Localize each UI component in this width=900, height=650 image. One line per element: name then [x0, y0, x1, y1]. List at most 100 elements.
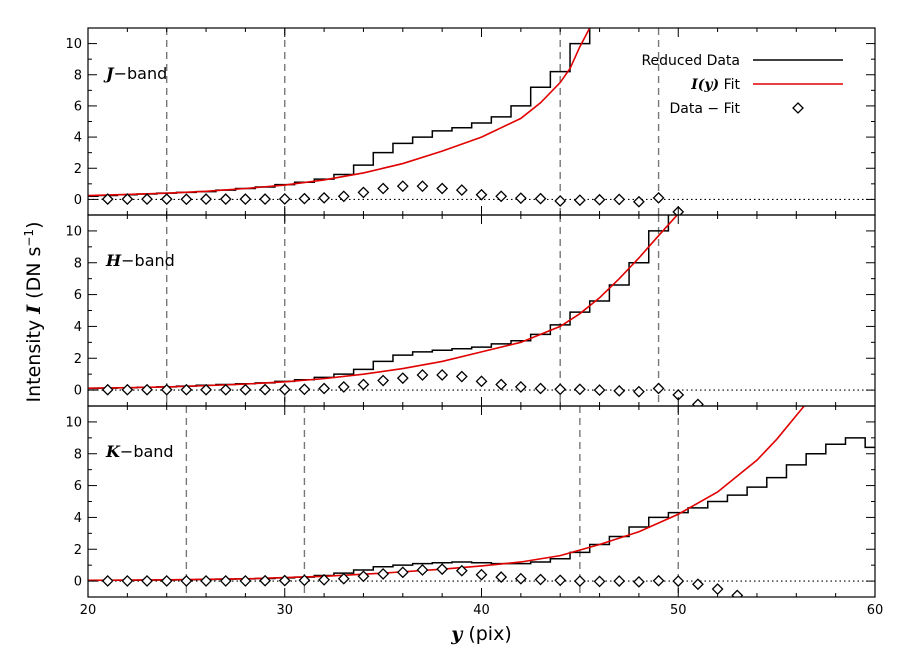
residual-point — [377, 374, 390, 387]
residual-point — [278, 574, 291, 587]
residual-point — [593, 193, 606, 206]
residual-point — [121, 193, 134, 206]
residual-point — [534, 192, 547, 205]
residual-point — [495, 378, 508, 391]
residual-point — [377, 568, 390, 580]
residual-point — [239, 193, 252, 206]
residual-point — [436, 182, 449, 195]
residual-point — [613, 193, 626, 206]
reduced-data-line — [88, 28, 591, 198]
residual-point — [219, 193, 232, 206]
residual-point — [692, 398, 704, 406]
x-axis-title: y (pix) — [450, 623, 512, 645]
residual-point — [396, 180, 409, 193]
residual-point — [514, 380, 527, 393]
x-tick-label: 60 — [867, 603, 884, 618]
residual-point — [396, 372, 409, 385]
residual-point — [219, 383, 232, 396]
residual-point — [337, 572, 350, 585]
residual-point — [239, 383, 252, 396]
residual-point — [298, 383, 311, 396]
residual-point — [652, 382, 665, 395]
residual-point — [396, 566, 409, 579]
panel-frame — [87, 27, 876, 216]
y-tick-label: 10 — [65, 37, 82, 52]
residual-point — [632, 385, 645, 398]
residual-point — [357, 570, 370, 583]
residual-point — [514, 572, 527, 585]
residual-point — [200, 575, 212, 587]
y-tick-label: 8 — [74, 68, 82, 83]
residual-point — [455, 184, 468, 196]
residual-point — [298, 574, 311, 587]
residual-point — [101, 575, 114, 587]
residual-point — [455, 370, 468, 383]
band-label: K−band — [105, 442, 174, 461]
residual-point — [554, 574, 567, 587]
panel-j: 0 2 4 6 8 10 J−band — [65, 27, 876, 216]
y-tick-label: 4 — [74, 320, 82, 335]
legend-diamond-swatch — [792, 102, 804, 114]
residual-point — [593, 575, 606, 588]
residual-point — [554, 195, 567, 207]
residual-point — [180, 383, 193, 396]
residual-point — [101, 193, 114, 206]
residual-point — [416, 180, 429, 193]
legend-label: I(y) Fit — [690, 77, 740, 93]
residual-point — [652, 574, 665, 587]
legend: Reduced Data I(y) Fit Data − Fit — [641, 53, 843, 117]
residual-point — [495, 571, 508, 584]
y-tick-label: 6 — [74, 288, 82, 303]
residual-point — [160, 193, 173, 206]
band-label: J−band — [103, 64, 167, 83]
x-tick-label: 50 — [670, 603, 687, 618]
y-tick-label: 0 — [74, 384, 82, 399]
y-tick-label: 8 — [74, 447, 82, 462]
residual-point — [475, 188, 488, 201]
residual-point — [259, 193, 271, 206]
y-tick-label: 0 — [74, 575, 82, 590]
residual-point — [141, 193, 153, 206]
y-tick-label: 6 — [74, 479, 82, 494]
residual-point — [239, 575, 252, 587]
y-tick-label: 10 — [65, 415, 82, 430]
y-tick-label: 4 — [74, 511, 82, 526]
residual-point — [534, 382, 547, 395]
y-tick-label: 4 — [74, 131, 82, 146]
residual-point — [318, 382, 331, 395]
residual-point — [632, 575, 645, 588]
panel-frame — [87, 405, 876, 598]
residual-point — [534, 573, 547, 586]
residual-point — [337, 380, 350, 393]
band-label: H−band — [105, 251, 175, 270]
residual-point — [160, 575, 173, 587]
fit-curve — [88, 28, 591, 197]
residual-point — [455, 564, 468, 577]
residual-point — [219, 575, 232, 587]
residual-point — [711, 583, 724, 595]
residual-point — [554, 383, 567, 396]
residual-point — [121, 575, 134, 587]
residual-point — [337, 190, 350, 203]
residual-point — [436, 563, 449, 576]
residual-point — [200, 383, 212, 396]
y-tick-label: 2 — [74, 543, 82, 558]
residual-point — [298, 192, 311, 205]
y-axis-title: Intensity I (DN s−1) — [22, 222, 45, 403]
y-tick-label: 8 — [74, 256, 82, 271]
reduced-data-line — [88, 437, 875, 582]
panel-k: 0 2 4 6 8 10 K−band — [65, 405, 876, 598]
residual-point — [731, 589, 744, 597]
legend-label: Data − Fit — [670, 101, 741, 117]
residual-point — [141, 575, 153, 587]
residual-point — [180, 575, 193, 587]
y-tick-label: 2 — [74, 352, 82, 367]
residual-point — [613, 384, 626, 397]
residual-point — [495, 190, 508, 203]
x-tick-label: 20 — [80, 603, 97, 618]
y-tick-label: 6 — [74, 99, 82, 114]
residual-point — [278, 383, 291, 396]
residual-point — [573, 194, 586, 207]
residual-point — [318, 573, 331, 586]
y-tick-label: 10 — [65, 224, 82, 239]
